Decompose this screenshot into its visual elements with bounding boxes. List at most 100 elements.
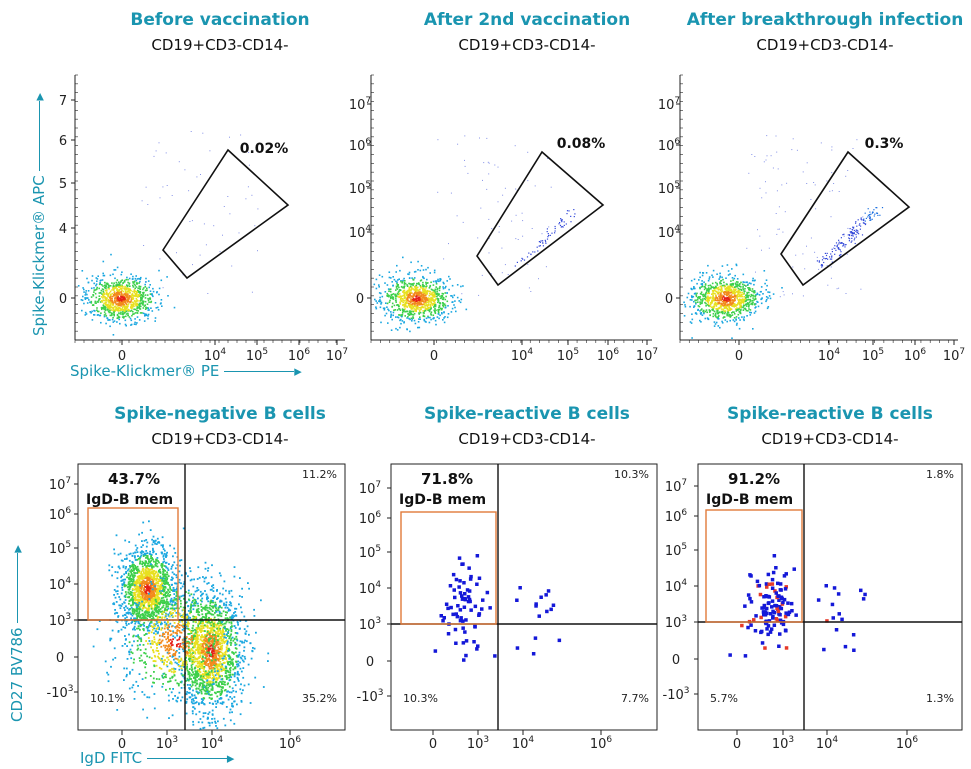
panel-1-event-point (119, 303, 121, 305)
panel-4-event-point (167, 592, 170, 595)
panel-1-event-point (117, 304, 120, 306)
panel-3-event-point (727, 291, 730, 293)
panel-2-event-point (411, 277, 413, 279)
panel-4-event-point (135, 582, 138, 584)
panel-1-event-point (98, 295, 101, 297)
panel-1-event-point (100, 321, 102, 324)
panel-2-event-point (386, 295, 389, 297)
panel-2-event-point (392, 314, 394, 317)
panel-3-event-point (753, 312, 756, 314)
panel-1-event-point (123, 293, 125, 295)
panel-4-event-point (133, 588, 136, 591)
panel-2-gate-event (538, 245, 540, 247)
panel-4-event-point (158, 541, 160, 543)
panel-4-event-point (151, 597, 153, 600)
panel-2-event-point (497, 166, 499, 168)
panel-2-event-point (412, 293, 415, 295)
panel-4-event-point (226, 683, 229, 686)
panel-4-event-point (137, 595, 139, 598)
panel-4-event-point (161, 610, 164, 613)
panel-4-event-point (133, 608, 136, 611)
panel-2-event-point (412, 317, 415, 319)
panel-1-event-point (117, 292, 120, 294)
panel-1-event-point (96, 307, 98, 309)
panel-4-event-point (224, 667, 227, 670)
panel-4-event-point (234, 641, 237, 644)
panel-4-event-point (157, 589, 160, 591)
panel-4-event-point (161, 582, 163, 585)
panel-1-event-point (122, 309, 124, 311)
panel-4-event-point (124, 626, 127, 629)
panel-3-event-point (737, 293, 740, 295)
panel-3-event-point (714, 292, 716, 295)
panel-3-event-point (831, 146, 833, 148)
panel-3-event-point (739, 319, 741, 321)
panel-1-event-point (190, 131, 192, 132)
panel-1-event-point (116, 305, 119, 307)
panel-4-event-point (138, 533, 140, 536)
panel-1-event-point (84, 311, 87, 314)
panel-2-event-point (412, 288, 414, 290)
panel-2-event-point (491, 228, 493, 230)
panel-2-event-point (389, 299, 391, 302)
panel-3-gate-event (842, 245, 844, 247)
panel-1-event-point (124, 311, 126, 314)
panel-4-event-point (146, 552, 149, 554)
panel-4-event-point (137, 576, 140, 579)
panel-4-event-point (141, 585, 143, 588)
panel-3-event-point (691, 318, 694, 321)
panel-2-event-point (416, 298, 419, 300)
panel-2-event-point (464, 159, 465, 161)
panel-1-event-point (105, 301, 107, 303)
panel-4-event-point (148, 624, 150, 627)
panel-2-event-point (429, 301, 431, 303)
panel-1-event-point (120, 292, 123, 295)
panel-3-event-point (699, 271, 701, 274)
panel-3-event-point (759, 187, 761, 189)
panel-2-event-point (444, 287, 446, 289)
panel-3-event-point (734, 288, 737, 290)
panel-3-event-point (691, 313, 693, 315)
panel-3-event-point (724, 319, 727, 321)
panel-2-event-point (416, 305, 419, 307)
panel-2-event-point (408, 277, 411, 279)
panel-2-event-point (434, 302, 436, 304)
panel-3-gate-event (835, 249, 837, 251)
panel-3-event-point (735, 281, 738, 283)
panel-2-event-point (424, 288, 426, 291)
panel-3-event-point (830, 266, 832, 268)
panel-2-event-point (486, 188, 488, 190)
panel-4-event-point (113, 552, 116, 555)
panel-4-event-point (136, 565, 139, 568)
panel-3-event-point (718, 278, 720, 280)
panel-2-event-point (434, 280, 437, 282)
panel-2-event-point (427, 315, 429, 318)
panel-4-x-tick-label: 104 (201, 735, 224, 752)
panel-1-event-point (152, 287, 154, 290)
panel-1-event-point (105, 287, 107, 290)
panel-4-event-point (139, 603, 141, 605)
panel-2-event-point (422, 306, 424, 309)
panel-4-event-point (168, 563, 170, 565)
panel-2-event-point (399, 303, 402, 305)
panel-3-event-point (702, 293, 705, 296)
panel-4-event-point (147, 604, 150, 607)
panel-3-event-point (717, 299, 719, 301)
panel-1-event-point (136, 312, 138, 314)
panel-4-event-point (221, 593, 224, 596)
panel-3-event-point (725, 305, 728, 308)
panel-4-event-point (138, 581, 141, 584)
panel-2-event-point (379, 296, 381, 299)
panel-4-event-point (144, 601, 146, 604)
panel-4-event-point (129, 591, 132, 593)
panel-1-event-point (91, 310, 93, 313)
panel-4-event-point (206, 612, 209, 615)
panel-3-event-point (726, 294, 729, 296)
panel-4-event-point (137, 614, 140, 617)
panel-2-event-point (435, 286, 437, 288)
panel-4-event-point (192, 596, 194, 599)
panel-3-event-point (741, 293, 743, 296)
panel-2-event-point (398, 278, 400, 280)
panel-2-event-point (387, 295, 390, 298)
